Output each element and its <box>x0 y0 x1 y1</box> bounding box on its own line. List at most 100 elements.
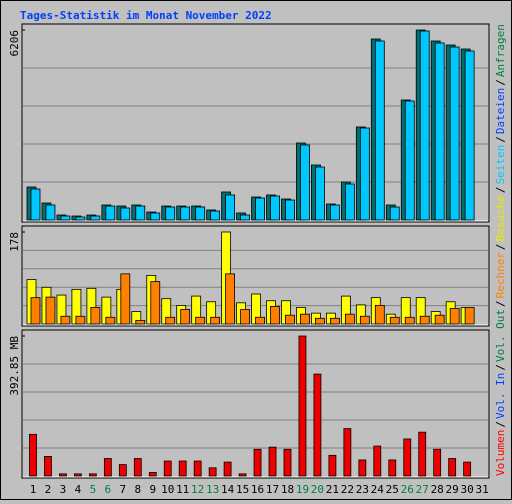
bar <box>268 446 277 477</box>
bar <box>163 460 172 477</box>
bar <box>389 316 400 325</box>
bar <box>464 307 475 325</box>
y-tick-label: 392.85 MB <box>8 336 21 396</box>
x-tick-label: 26 <box>401 483 414 496</box>
bar <box>463 461 472 477</box>
legend-label: Besuche <box>494 195 507 241</box>
bar <box>240 309 250 325</box>
legend-separator: / <box>494 421 507 428</box>
x-tick-label: 7 <box>120 483 127 496</box>
bar <box>373 445 382 477</box>
bar <box>255 316 265 325</box>
bar <box>434 42 445 221</box>
bar <box>329 317 340 325</box>
bar <box>238 473 247 477</box>
x-tick-label: 25 <box>386 483 399 496</box>
bar <box>359 315 370 325</box>
bar <box>403 438 412 477</box>
x-tick-label: 17 <box>266 483 279 496</box>
bar <box>120 207 131 221</box>
bar <box>300 313 310 325</box>
bar <box>285 314 295 325</box>
bar <box>105 316 116 325</box>
x-tick-label: 9 <box>149 483 156 496</box>
bar <box>44 455 52 477</box>
bar <box>253 448 262 477</box>
bar <box>329 204 340 221</box>
bar <box>30 297 41 325</box>
bar <box>30 188 41 221</box>
bar <box>328 454 337 477</box>
bar <box>344 183 355 221</box>
chart-title: Tages-Statistik im Monat November 2022 <box>20 9 272 22</box>
bar <box>464 50 475 221</box>
x-tick-label: 3 <box>60 483 67 496</box>
x-tick-label: 11 <box>176 483 189 496</box>
legend-separator: / <box>494 136 507 143</box>
bar <box>270 306 280 325</box>
x-tick-label: 23 <box>356 483 369 496</box>
bar <box>135 205 146 221</box>
bar <box>208 467 217 477</box>
bar <box>59 473 67 477</box>
bar <box>223 461 232 477</box>
bar <box>343 428 352 477</box>
bar <box>75 216 86 221</box>
bar <box>315 317 325 325</box>
bar <box>374 40 385 221</box>
x-tick-label: 29 <box>446 483 459 496</box>
bar <box>210 210 221 221</box>
bar <box>449 46 460 221</box>
bar <box>103 458 112 477</box>
bar <box>374 304 385 325</box>
bar <box>448 458 457 477</box>
x-tick-label: 31 <box>475 483 488 496</box>
x-tick-label: 24 <box>371 483 385 496</box>
bar <box>45 204 56 221</box>
legend-separator: / <box>494 243 507 250</box>
y-tick-label: 6206 <box>8 30 21 57</box>
x-tick-label: 8 <box>134 483 141 496</box>
bar <box>434 314 445 325</box>
x-tick-label: 19 <box>296 483 309 496</box>
bar <box>225 194 236 221</box>
bar <box>105 205 116 221</box>
bar <box>195 316 206 325</box>
legend-separator: / <box>494 186 507 193</box>
bar <box>88 473 97 477</box>
bar <box>433 448 442 477</box>
bar <box>29 433 37 477</box>
legend-label: Rechner <box>494 252 507 299</box>
bar <box>225 273 236 325</box>
bar <box>283 448 292 477</box>
bar <box>148 472 157 477</box>
x-tick-label: 27 <box>416 483 429 496</box>
x-tick-label: 4 <box>75 483 82 496</box>
bar <box>120 273 131 325</box>
bar <box>388 459 397 477</box>
bar <box>135 319 146 325</box>
x-tick-label: 1 <box>30 483 37 496</box>
bar <box>60 215 71 221</box>
bar <box>298 335 307 477</box>
legend-label: Seiten <box>494 145 507 185</box>
legend-label: Anfragen <box>494 24 507 77</box>
legend-label: Vol. Out <box>494 309 507 362</box>
bar <box>344 313 355 325</box>
legend-label: Volumen <box>494 430 507 476</box>
legend-separator: / <box>494 300 507 307</box>
bar <box>389 206 400 221</box>
legend-separator: / <box>494 364 507 371</box>
bar <box>150 212 161 221</box>
legend-label: Dateien <box>494 88 507 134</box>
bar <box>180 206 191 221</box>
bar <box>180 309 191 325</box>
x-tick-label: 14 <box>221 483 235 496</box>
bar <box>358 459 367 477</box>
x-tick-label: 6 <box>105 483 112 496</box>
bar <box>195 206 206 221</box>
bar <box>178 460 187 477</box>
x-tick-label: 28 <box>431 483 444 496</box>
